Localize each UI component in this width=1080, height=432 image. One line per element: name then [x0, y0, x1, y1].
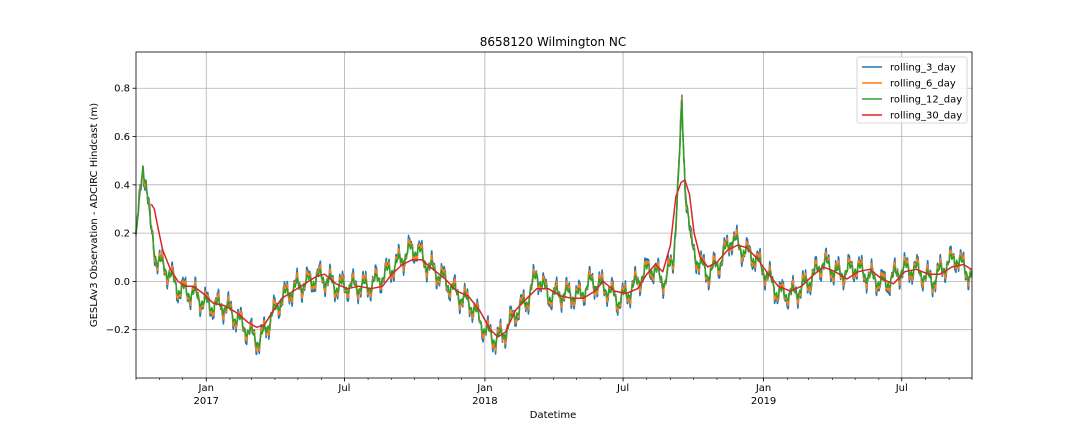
y-tick-label: 0.8: [114, 84, 130, 95]
legend-box: [856, 56, 968, 124]
legend-label: rolling_12_day: [890, 95, 962, 106]
y-tick-label: 0.0: [114, 277, 130, 288]
x-tick-label: Jul: [616, 383, 629, 394]
series-lines: [135, 94, 973, 356]
series-line-rolling-12-day: [135, 99, 973, 348]
x-tick-label: Jan: [755, 383, 771, 394]
x-tick-label: Jan: [476, 383, 492, 394]
plot-area-frame: [135, 51, 973, 379]
series-line-rolling-3-day: [135, 94, 973, 356]
y-tick-label: 0.4: [114, 180, 130, 191]
legend: rolling_3_day rolling_6_day rolling_12_day…: [856, 56, 968, 124]
x-tick-label: Jul: [895, 383, 908, 394]
y-axis: −0.2 0.0 0.2 0.4 0.6 0.8: [106, 84, 136, 336]
legend-label: rolling_6_day: [890, 79, 956, 90]
y-tick-label: 0.6: [114, 132, 130, 143]
series-line-rolling-6-day: [135, 96, 973, 352]
x-tick-label: Jul: [337, 383, 350, 394]
legend-label: rolling_3_day: [890, 63, 956, 74]
y-axis-label: GESLAv3 Observation - ADCIRC Hindcast (m…: [89, 103, 100, 327]
x-tick-year-label: 2017: [194, 396, 219, 407]
chart-title: 8658120 Wilmington NC: [480, 35, 627, 49]
x-tick-label: Jan: [198, 383, 214, 394]
x-tick-year-label: 2019: [751, 396, 776, 407]
x-tick-year-label: 2018: [472, 396, 497, 407]
series-line-rolling-30-day: [150, 179, 972, 338]
y-tick-label: 0.2: [114, 229, 130, 240]
legend-label: rolling_30_day: [890, 111, 962, 122]
y-tick-label: −0.2: [106, 325, 130, 336]
x-axis: Jan 2017 Jul Jan 2018 Jul Jan 2019 Jul: [135, 378, 973, 407]
x-axis-label: Datetime: [530, 410, 577, 421]
